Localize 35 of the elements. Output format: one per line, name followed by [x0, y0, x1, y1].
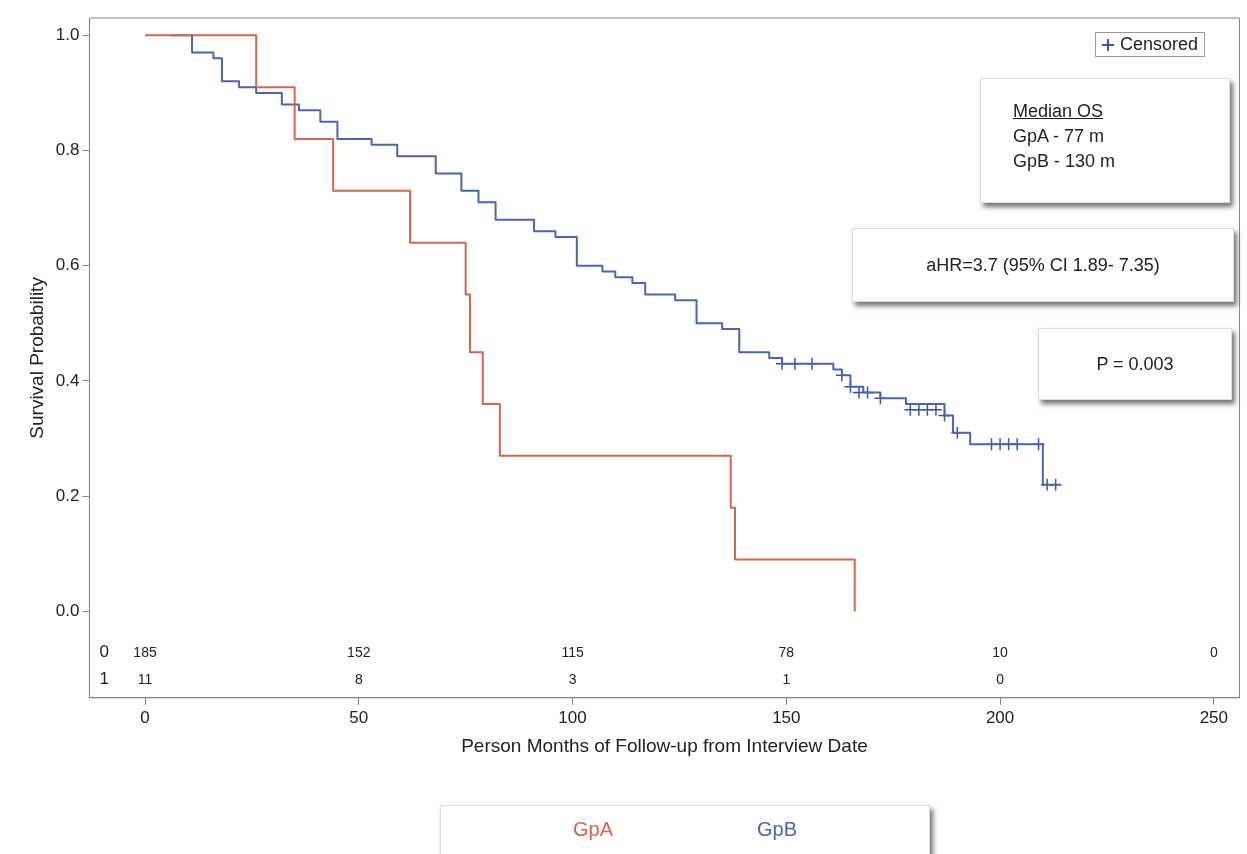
text-box: Median OS GpA - 77 m GpB - 130 m: [980, 78, 1230, 203]
legend-box: GpA GpB: [440, 805, 930, 854]
y-tick-label: 0.4: [55, 370, 80, 390]
annotation: GpA - 77 m: [1013, 125, 1106, 148]
x-tick-label: 100: [558, 707, 587, 727]
y-tick-label: 0.2: [55, 485, 80, 505]
annotation: 185: [133, 643, 157, 660]
annotation: 1: [782, 670, 791, 687]
text-box: P = 0.003: [1038, 328, 1232, 400]
y-tick-label: 0.8: [55, 140, 80, 160]
x-tick-label: 50: [349, 707, 369, 727]
annotation: Median OS: [1013, 100, 1105, 123]
annotation: 0: [996, 670, 1005, 687]
x-tick-label: 200: [985, 707, 1015, 727]
annotation: 0: [1209, 643, 1218, 660]
annotation: 10: [992, 643, 1009, 660]
annotation: 152: [347, 643, 371, 660]
y-tick-label: 1.0: [55, 24, 80, 44]
annotation: 3: [568, 670, 577, 687]
annotation: 115: [561, 643, 584, 660]
y-tick-label: 0.6: [55, 255, 80, 275]
annotation: 0: [99, 642, 109, 662]
annotation: 78: [778, 643, 795, 660]
annotation: 1: [99, 669, 109, 689]
annotation: GpB - 130 m: [1013, 150, 1117, 173]
y-tick-label: 0.0: [55, 601, 80, 621]
annotation: 8: [354, 670, 363, 687]
annotation: Censored: [1120, 34, 1199, 54]
x-tick-label: 150: [772, 707, 801, 727]
annotation: 11: [137, 670, 153, 687]
x-axis-title: Person Months of Follow-up from Interview Date: [461, 734, 868, 756]
text-box: aHR=3.7 (95% CI 1.89- 7.35): [852, 228, 1234, 302]
x-tick-label: 0: [140, 707, 150, 727]
x-tick-label: 250: [1199, 707, 1229, 727]
y-axis-title: Survival Probability: [25, 276, 47, 439]
